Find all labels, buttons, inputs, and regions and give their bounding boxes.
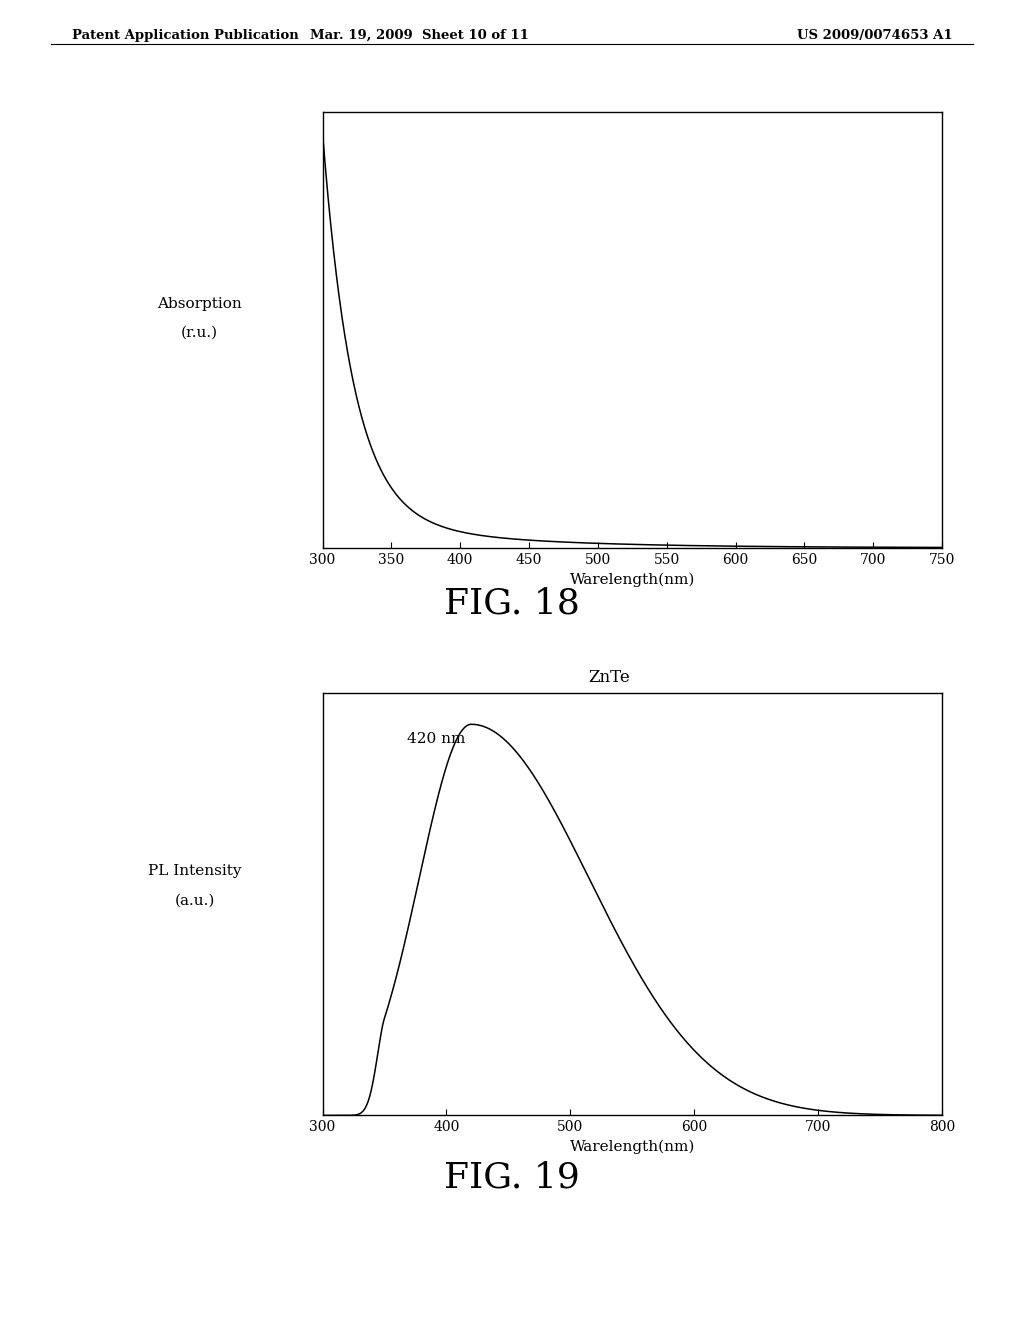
Text: 420 nm: 420 nm bbox=[407, 731, 465, 746]
Text: US 2009/0074653 A1: US 2009/0074653 A1 bbox=[797, 29, 952, 42]
Text: (a.u.): (a.u.) bbox=[174, 894, 215, 907]
Text: Patent Application Publication: Patent Application Publication bbox=[72, 29, 298, 42]
X-axis label: Warelength(nm): Warelength(nm) bbox=[569, 572, 695, 586]
Text: FIG. 19: FIG. 19 bbox=[444, 1160, 580, 1195]
Text: Absorption: Absorption bbox=[158, 297, 242, 310]
Text: (r.u.): (r.u.) bbox=[181, 326, 218, 339]
Text: PL Intensity: PL Intensity bbox=[147, 865, 242, 878]
X-axis label: Warelength(nm): Warelength(nm) bbox=[569, 1139, 695, 1154]
Text: FIG. 18: FIG. 18 bbox=[444, 586, 580, 620]
Text: Mar. 19, 2009  Sheet 10 of 11: Mar. 19, 2009 Sheet 10 of 11 bbox=[310, 29, 529, 42]
Text: ZnTe: ZnTe bbox=[589, 669, 630, 686]
